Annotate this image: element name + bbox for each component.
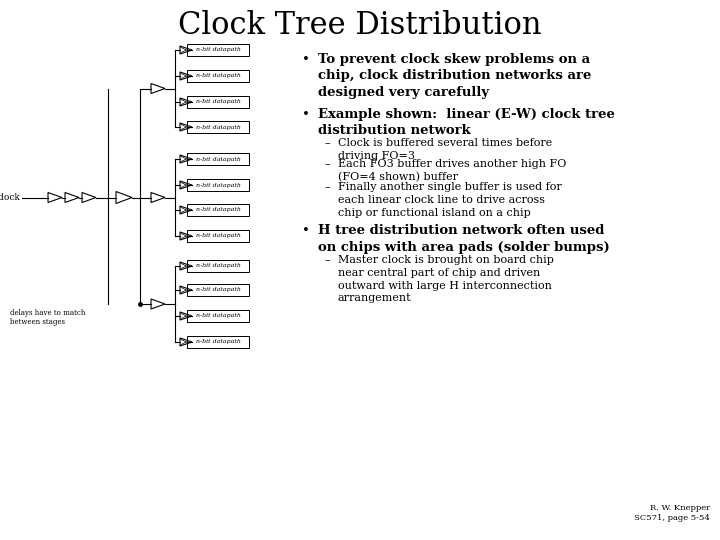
Bar bbox=[187, 260, 249, 272]
Text: To prevent clock skew problems on a
chip, clock distribution networks are
design: To prevent clock skew problems on a chip… bbox=[318, 53, 591, 99]
Text: –: – bbox=[325, 159, 330, 169]
Bar bbox=[187, 153, 249, 165]
Bar bbox=[187, 336, 249, 348]
Text: Clock Tree Distribution: Clock Tree Distribution bbox=[178, 10, 542, 41]
Text: n-bit datapath: n-bit datapath bbox=[196, 157, 240, 161]
Text: R. W. Knepper
SC571, page 5-54: R. W. Knepper SC571, page 5-54 bbox=[634, 504, 710, 522]
Text: Clock is buffered several times before
driving FO=3: Clock is buffered several times before d… bbox=[338, 138, 552, 161]
Text: delays have to match
between stages: delays have to match between stages bbox=[10, 309, 86, 326]
Text: n-bit datapath: n-bit datapath bbox=[196, 340, 240, 345]
Text: n-bit datapath: n-bit datapath bbox=[196, 125, 240, 130]
Text: n-bit datapath: n-bit datapath bbox=[196, 314, 240, 319]
Text: n-bit datapath: n-bit datapath bbox=[196, 233, 240, 239]
Text: n-bit datapath: n-bit datapath bbox=[196, 287, 240, 293]
Text: clock: clock bbox=[0, 193, 20, 202]
Bar bbox=[187, 96, 249, 108]
Text: •: • bbox=[302, 224, 310, 237]
Bar bbox=[187, 121, 249, 133]
Text: Master clock is brought on board chip
near central part of chip and driven
outwa: Master clock is brought on board chip ne… bbox=[338, 255, 554, 303]
Text: n-bit datapath: n-bit datapath bbox=[196, 73, 240, 78]
Text: –: – bbox=[325, 182, 330, 192]
Text: •: • bbox=[302, 108, 310, 121]
Bar bbox=[187, 179, 249, 191]
Text: n-bit datapath: n-bit datapath bbox=[196, 183, 240, 187]
Bar bbox=[187, 310, 249, 322]
Text: H tree distribution network often used
on chips with area pads (solder bumps): H tree distribution network often used o… bbox=[318, 224, 610, 253]
Text: n-bit datapath: n-bit datapath bbox=[196, 48, 240, 52]
Text: n-bit datapath: n-bit datapath bbox=[196, 264, 240, 268]
Text: –: – bbox=[325, 138, 330, 148]
Bar bbox=[187, 70, 249, 82]
Bar bbox=[187, 44, 249, 56]
Text: n-bit datapath: n-bit datapath bbox=[196, 207, 240, 213]
Text: n-bit datapath: n-bit datapath bbox=[196, 99, 240, 105]
Text: Each FO3 buffer drives another high FO
(FO=4 shown) buffer: Each FO3 buffer drives another high FO (… bbox=[338, 159, 567, 182]
Text: –: – bbox=[325, 255, 330, 265]
Text: Example shown:  linear (E-W) clock tree
distribution network: Example shown: linear (E-W) clock tree d… bbox=[318, 108, 615, 138]
Text: Finally another single buffer is used for
each linear clock line to drive across: Finally another single buffer is used fo… bbox=[338, 182, 562, 218]
Bar bbox=[187, 204, 249, 216]
Text: •: • bbox=[302, 53, 310, 66]
Bar bbox=[187, 284, 249, 296]
Bar bbox=[187, 230, 249, 242]
